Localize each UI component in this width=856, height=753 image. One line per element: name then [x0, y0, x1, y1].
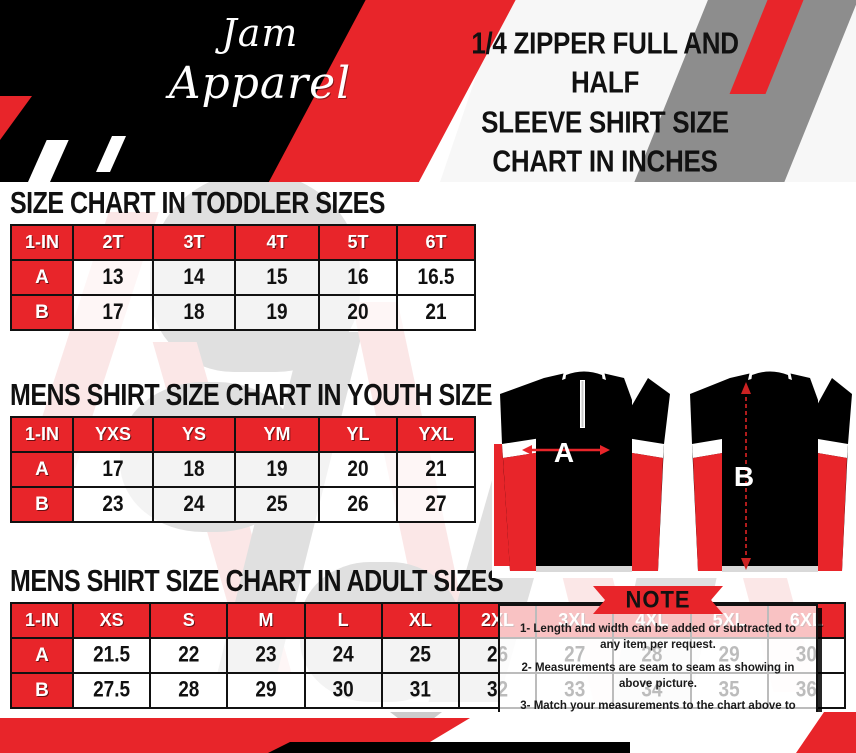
size-header-cell: YXS [72, 416, 154, 453]
size-header-cell: XL [380, 602, 460, 639]
youth-section-title: MENS SHIRT SIZE CHART IN YOUTH SIZES [10, 378, 509, 413]
size-header-cell: YM [234, 416, 320, 453]
measure-cell: 28 [149, 672, 229, 709]
note-box: 1- Length and width can be added or subt… [498, 604, 818, 712]
youth-size-table: 1-IN YXS YS YM YL YXL A 17 18 19 20 21 [10, 416, 476, 523]
size-header-cell: YXL [396, 416, 476, 453]
size-header-cell: XS [71, 602, 152, 639]
measure-cell: 20 [318, 294, 398, 331]
footer-black-shape [250, 742, 630, 753]
measure-row-label: A [10, 259, 74, 296]
header-red-triangle [0, 96, 32, 140]
measure-cell: 14 [152, 259, 236, 296]
adult-section-title: MENS SHIRT SIZE CHART IN ADULT SIZES [10, 564, 504, 599]
page-title-line3: CHART IN INCHES [492, 142, 718, 179]
shirt-illustrations: A [492, 366, 856, 578]
footer-red-right-shape [796, 712, 856, 753]
measure-cell: 26 [318, 486, 398, 523]
note-banner: NOTE [593, 586, 723, 614]
shirt-diagram-svg: A [492, 366, 856, 578]
measure-cell: 21.5 [71, 637, 152, 674]
measure-cell: 21 [396, 294, 476, 331]
measure-cell: 21 [396, 451, 476, 488]
back-view-shirt: B [690, 366, 852, 572]
measure-row-label: A [10, 637, 74, 674]
header-banner: Jam Apparel 1/4 ZIPPER FULL AND HALF SLE… [0, 0, 856, 182]
youth-size-section: MENS SHIRT SIZE CHART IN YOUTH SIZES 1-I… [10, 378, 509, 523]
size-header-cell: YL [318, 416, 398, 453]
note-item: 2- Measurements are seam to seam as show… [521, 661, 795, 690]
measure-cell: 25 [234, 486, 320, 523]
toddler-section-title: SIZE CHART IN TODDLER SIZES [10, 186, 385, 221]
measure-cell: 25 [380, 637, 460, 674]
measure-row-label: B [10, 672, 74, 709]
measure-cell: 29 [226, 672, 306, 709]
note-section: NOTE 1- Length and width can be added or… [498, 586, 818, 712]
brand-logo: Jam Apparel [130, 14, 390, 106]
measure-cell: 27.5 [71, 672, 152, 709]
measure-cell: 24 [303, 637, 383, 674]
unit-label-cell: 1-IN [10, 416, 74, 453]
measure-cell: 18 [152, 451, 236, 488]
measure-cell: 16 [318, 259, 398, 296]
measure-cell: 31 [380, 672, 460, 709]
size-header-cell: L [303, 602, 383, 639]
table-row: A 17 18 19 20 21 [10, 451, 476, 488]
measure-cell: 20 [318, 451, 398, 488]
measure-cell: 13 [72, 259, 154, 296]
measure-cell: 16.5 [396, 259, 476, 296]
size-header-cell: 5T [318, 224, 398, 261]
note-item: 1- Length and width can be added or subt… [519, 623, 797, 651]
size-header-cell: M [226, 602, 306, 639]
front-measure-label: A [554, 437, 574, 468]
measure-cell: 15 [234, 259, 320, 296]
toddler-size-table: 1-IN 2T 3T 4T 5T 6T A 13 14 15 16 16.5 [10, 224, 476, 331]
unit-label-cell: 1-IN [10, 224, 74, 261]
measure-cell: 24 [152, 486, 236, 523]
size-header-cell: 4T [234, 224, 320, 261]
table-row: A 13 14 15 16 16.5 [10, 259, 476, 296]
back-measure-label: B [734, 461, 754, 492]
measure-cell: 30 [303, 672, 383, 709]
size-header-cell: 3T [152, 224, 236, 261]
brand-logo-line2: Apparel [168, 58, 352, 109]
measure-cell: 27 [396, 486, 476, 523]
page-title-line2: SLEEVE SHIRT SIZE [481, 103, 729, 140]
measure-cell: 22 [149, 637, 229, 674]
note-item: 3- Match your measurements to the chart … [520, 700, 796, 712]
table-row: B 17 18 19 20 21 [10, 294, 476, 331]
table-row: B 23 24 25 26 27 [10, 486, 476, 523]
size-header-cell: S [149, 602, 229, 639]
table-header-row: 1-IN YXS YS YM YL YXL [10, 416, 476, 453]
measure-row-label: B [10, 486, 74, 523]
front-view-shirt: A [494, 366, 670, 572]
measure-cell: 17 [72, 451, 154, 488]
measure-cell: 23 [226, 637, 306, 674]
measure-cell: 18 [152, 294, 236, 331]
note-banner-label: NOTE [625, 585, 691, 614]
measure-cell: 19 [234, 294, 320, 331]
unit-label-cell: 1-IN [10, 602, 74, 639]
measure-cell: 17 [72, 294, 154, 331]
measure-cell: 23 [72, 486, 154, 523]
size-header-cell: 6T [396, 224, 476, 261]
size-header-cell: YS [152, 416, 236, 453]
measure-row-label: A [10, 451, 74, 488]
footer-banner [0, 712, 856, 753]
size-header-cell: 2T [72, 224, 154, 261]
table-header-row: 1-IN 2T 3T 4T 5T 6T [10, 224, 476, 261]
page-title-line1: 1/4 ZIPPER FULL AND HALF [471, 25, 739, 100]
page-title: 1/4 ZIPPER FULL AND HALF SLEEVE SHIRT SI… [440, 24, 770, 181]
measure-cell: 19 [234, 451, 320, 488]
measure-row-label: B [10, 294, 74, 331]
toddler-size-section: SIZE CHART IN TODDLER SIZES 1-IN 2T 3T 4… [10, 186, 476, 331]
content-area: SIZE CHART IN TODDLER SIZES 1-IN 2T 3T 4… [0, 182, 856, 712]
brand-logo-line1: Jam [221, 11, 299, 55]
